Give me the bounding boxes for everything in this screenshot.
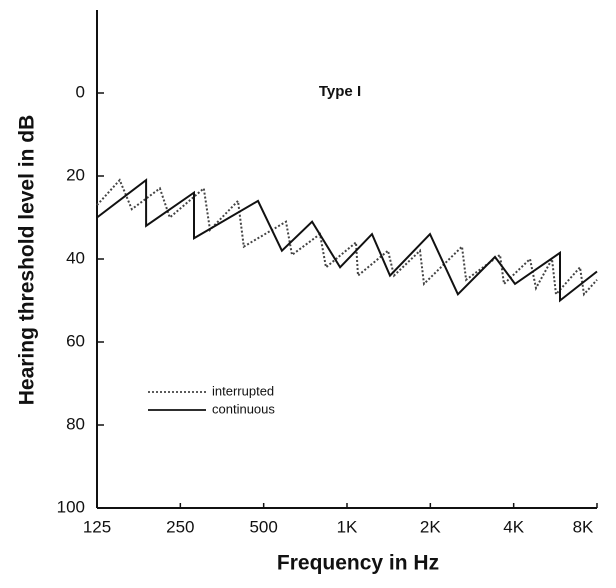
y-tick-label: 0 xyxy=(76,82,85,101)
series-line xyxy=(96,178,598,297)
series-line xyxy=(96,178,598,303)
x-tick-label: 2K xyxy=(420,517,441,536)
y-tick-label: 60 xyxy=(66,331,85,350)
x-tick-label: 125 xyxy=(83,517,111,536)
x-axis-title: Frequency in Hz xyxy=(277,552,439,575)
x-tick-label: 500 xyxy=(249,517,277,536)
x-tick-label: 1K xyxy=(337,517,358,536)
legend-label: continuous xyxy=(212,401,275,416)
y-tick-label: 100 xyxy=(57,497,85,516)
y-tick-label: 40 xyxy=(66,248,85,267)
annotation: Type I xyxy=(319,83,361,100)
x-tick-label: 8K xyxy=(573,517,594,536)
y-tick-label: 80 xyxy=(66,414,85,433)
x-tick-label: 250 xyxy=(166,517,194,536)
y-tick-label: 20 xyxy=(66,165,85,184)
y-axis-title: Hearing threshold level in dB xyxy=(16,115,39,406)
legend-label: interrupted xyxy=(212,383,274,398)
x-tick-label: 4K xyxy=(503,517,524,536)
